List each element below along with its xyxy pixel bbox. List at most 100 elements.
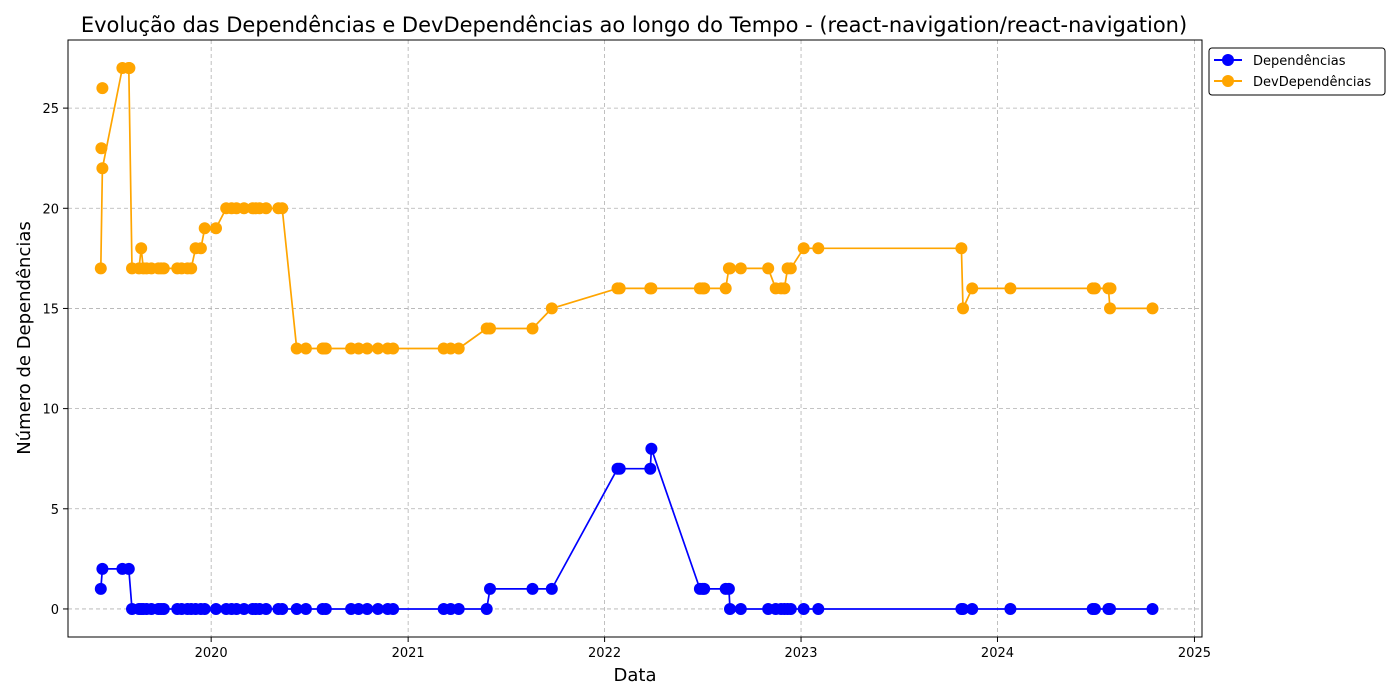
data-point-dependencias [545, 582, 558, 595]
y-tick-label: 15 [42, 302, 59, 317]
data-point-devdependencias [290, 342, 303, 355]
data-point-devdependencias [698, 282, 711, 295]
data-point-devdependencias [1146, 302, 1159, 315]
data-point-dependencias [698, 582, 711, 595]
data-point-devdependencias [645, 282, 658, 295]
data-point-devdependencias [198, 222, 211, 235]
data-point-devdependencias [157, 262, 170, 275]
data-point-dependencias [452, 603, 465, 615]
data-point-dependencias [276, 603, 289, 615]
data-point-devdependencias [96, 162, 109, 175]
data-point-devdependencias [966, 282, 979, 295]
data-point-dependencias [122, 562, 135, 575]
data-point-dependencias [94, 582, 107, 595]
data-point-devdependencias [1088, 282, 1101, 295]
x-tick-label: 2021 [392, 646, 425, 661]
data-point-devdependencias [797, 242, 810, 255]
x-axis-label: Data [614, 665, 657, 686]
data-point-devdependencias [484, 322, 496, 335]
data-point-devdependencias [762, 262, 775, 275]
data-point-dependencias [299, 603, 312, 615]
data-point-dependencias [1088, 603, 1101, 615]
data-point-dependencias [722, 582, 735, 595]
data-point-devdependencias [372, 342, 384, 355]
data-point-devdependencias [94, 262, 107, 275]
data-point-dependencias [1004, 603, 1017, 615]
data-point-devdependencias [784, 262, 797, 275]
data-point-dependencias [1104, 603, 1116, 615]
data-point-dependencias [210, 603, 222, 615]
y-tick-label: 5 [51, 503, 59, 518]
legend-label-dependencias: Dependências [1253, 54, 1346, 69]
data-point-dependencias [352, 603, 365, 615]
y-axis-ticks: 0 5 10 15 20 25 [42, 102, 68, 618]
x-tick-label: 2020 [195, 646, 228, 661]
data-point-dependencias [484, 582, 496, 595]
data-point-dependencias [645, 442, 658, 455]
data-point-devdependencias [1004, 282, 1017, 295]
data-point-dependencias [480, 603, 493, 615]
data-point-dependencias [157, 603, 170, 615]
data-point-devdependencias [95, 142, 108, 155]
data-point-devdependencias [194, 242, 207, 255]
data-point-devdependencias [526, 322, 539, 335]
x-axis-ticks: 2020 2021 2022 2023 2024 2025 [195, 637, 1211, 661]
data-point-devdependencias [778, 282, 791, 295]
data-point-devdependencias [123, 62, 136, 74]
data-point-devdependencias [1104, 282, 1117, 295]
data-point-devdependencias [734, 262, 747, 275]
y-tick-label: 20 [42, 202, 59, 217]
data-point-dependencias [966, 603, 979, 615]
data-point-devdependencias [452, 342, 465, 355]
data-point-dependencias [1146, 603, 1159, 615]
x-tick-label: 2024 [981, 646, 1014, 661]
data-point-dependencias [784, 603, 797, 615]
data-point-devdependencias [276, 202, 289, 215]
data-point-devdependencias [210, 222, 222, 235]
data-point-devdependencias [545, 302, 558, 315]
data-point-dependencias [526, 582, 539, 595]
data-point-dependencias [387, 603, 400, 615]
data-point-dependencias [613, 462, 626, 475]
data-point-dependencias [957, 603, 969, 615]
plot-area [94, 62, 1159, 615]
data-point-devdependencias [719, 282, 732, 295]
data-point-devdependencias [613, 282, 626, 295]
data-point-dependencias [361, 603, 374, 615]
legend-marker-dependencias [1222, 54, 1234, 66]
chart-title: Evolução das Dependências e DevDependênc… [81, 13, 1187, 37]
data-point-devdependencias [185, 262, 198, 275]
y-tick-label: 25 [42, 102, 59, 117]
data-point-devdependencias [724, 262, 736, 275]
legend-label-devdependencias: DevDependências [1253, 75, 1371, 90]
data-point-devdependencias [1104, 302, 1116, 315]
data-point-devdependencias [238, 202, 250, 215]
legend-marker-devdependencias [1222, 75, 1234, 87]
data-point-devdependencias [299, 342, 312, 355]
x-tick-label: 2022 [588, 646, 621, 661]
data-point-devdependencias [96, 82, 109, 95]
data-point-devdependencias [260, 202, 273, 215]
data-point-devdependencias [317, 342, 330, 355]
x-tick-label: 2025 [1178, 646, 1211, 661]
data-point-devdependencias [812, 242, 825, 255]
legend-box [1208, 47, 1386, 96]
data-point-dependencias [238, 603, 250, 615]
data-point-dependencias [372, 603, 384, 615]
data-point-dependencias [797, 603, 810, 615]
data-point-devdependencias [352, 342, 365, 355]
y-tick-label: 0 [51, 603, 59, 618]
legend: Dependências DevDependências [1208, 47, 1386, 96]
y-axis-label: Número de Dependências [14, 221, 35, 455]
data-point-dependencias [96, 562, 109, 575]
x-tick-label: 2023 [784, 646, 817, 661]
data-point-dependencias [724, 603, 736, 615]
data-point-devdependencias [361, 342, 374, 355]
data-point-dependencias [734, 603, 747, 615]
data-point-dependencias [198, 603, 211, 615]
data-point-dependencias [290, 603, 303, 615]
data-point-devdependencias [387, 342, 400, 355]
plot-frame [67, 39, 1203, 638]
